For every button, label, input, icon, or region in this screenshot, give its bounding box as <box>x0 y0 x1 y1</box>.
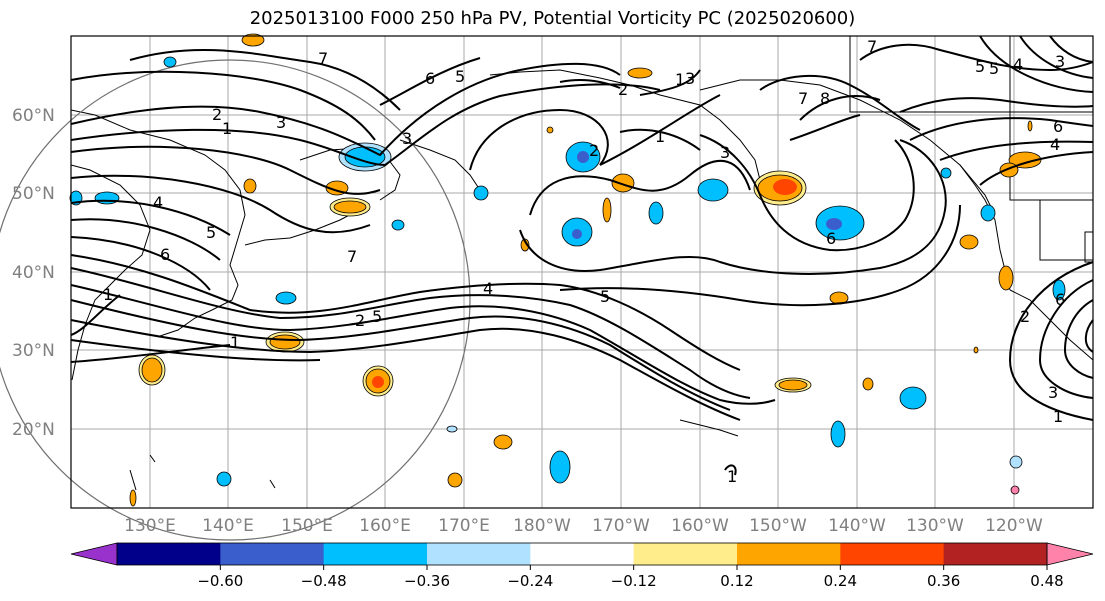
lat-label: 40°N <box>12 263 55 283</box>
contour-label: 4 <box>483 279 493 298</box>
contour-label: 3 <box>276 113 286 132</box>
lon-label: 170°E <box>438 516 490 536</box>
lon-label: 160°W <box>671 516 729 536</box>
colorbar-tick-label: −0.12 <box>611 572 657 590</box>
graticule <box>71 36 1093 508</box>
lat-label: 30°N <box>12 341 55 361</box>
contour-label: 2 <box>618 80 628 99</box>
lon-label: 130°W <box>906 516 964 536</box>
lon-label: 120°W <box>985 516 1043 536</box>
contour-label: 5 <box>455 67 465 86</box>
colorbar-tick-label: −0.48 <box>301 572 347 590</box>
lon-label: 150°W <box>749 516 807 536</box>
contour-label: 1 <box>727 467 737 486</box>
colorbar-segment <box>633 543 738 565</box>
contour-label: 2 <box>589 141 599 160</box>
contour-label: 1 <box>222 119 232 138</box>
colorbar-extend-max <box>1046 542 1094 566</box>
contour-label: 8 <box>820 89 830 108</box>
colorbar: −0.60 −0.48 −0.36 −0.24 −0.12 0.12 0.24 0.36 0.4… <box>70 542 1094 590</box>
map-frame <box>70 35 1094 509</box>
contour-label: 4 <box>1013 55 1023 74</box>
contour-label: 4 <box>1050 135 1060 154</box>
colorbar-segment <box>530 543 635 565</box>
lat-label: 20°N <box>12 420 55 440</box>
contour-label: 3 <box>1055 52 1065 71</box>
contour-label: 3 <box>685 69 695 88</box>
pv-contours <box>70 35 1094 476</box>
map-title: 2025013100 F000 250 hPa PV, Potential Vo… <box>249 8 856 29</box>
contour-label: 3 <box>402 129 412 148</box>
contour-label: 7 <box>347 247 357 266</box>
lon-label: 170°W <box>592 516 650 536</box>
contour-label: 1 <box>675 70 685 89</box>
contour-label: 5 <box>600 287 610 306</box>
contour-label: 5 <box>989 59 999 78</box>
contour-label: 6 <box>1055 290 1065 309</box>
lon-label: 150°E <box>281 516 333 536</box>
colorbar-segment <box>427 543 531 565</box>
lon-label: 140°W <box>828 516 886 536</box>
range-circle <box>0 59 471 541</box>
lon-label: 140°E <box>202 516 254 536</box>
lon-label: 130°E <box>124 516 176 536</box>
contour-label: 7 <box>867 37 877 56</box>
colorbar-segment <box>117 543 221 565</box>
lon-label: 180°W <box>513 516 571 536</box>
lat-label: 50°N <box>12 184 55 204</box>
pv-anomaly-shading <box>69 33 1066 507</box>
colorbar-tick-label: 0.36 <box>927 572 960 590</box>
contour-label: 6 <box>1053 117 1063 136</box>
contour-label: 6 <box>826 229 836 248</box>
contour-label: 3 <box>1048 383 1058 402</box>
lon-label: 160°E <box>359 516 411 536</box>
colorbar-segment <box>323 543 428 565</box>
latitude-labels: 60°N 50°N 40°N 30°N 20°N <box>12 106 55 440</box>
contour-label: 2 <box>212 105 222 124</box>
colorbar-segment <box>737 543 841 565</box>
contour-label: 1 <box>230 333 240 352</box>
colorbar-outline <box>116 542 1048 566</box>
colorbar-tick-label: −0.36 <box>404 572 450 590</box>
contour-label: 2 <box>1020 307 1030 326</box>
colorbar-segment <box>840 543 945 565</box>
contour-label: 1 <box>655 127 665 146</box>
colorbar-tick-label: 0.24 <box>824 572 857 590</box>
colorbar-tick-label: 0.12 <box>720 572 753 590</box>
contour-label: 2 <box>355 311 365 330</box>
contour-label: 7 <box>318 49 328 68</box>
longitude-labels: 130°E 140°E 150°E 160°E 170°E 180°W 170°… <box>124 516 1043 536</box>
contour-label: 4 <box>153 193 163 212</box>
contour-label-group: 7 6 5 3 2 1 4 5 3 2 1 4 5 7 6 5 6 7 8 3 … <box>103 37 1065 486</box>
colorbar-segment <box>220 543 325 565</box>
lat-label: 60°N <box>12 106 55 126</box>
contour-label: 6 <box>160 245 170 264</box>
contour-label: 3 <box>720 143 730 162</box>
colorbar-extend-min <box>70 542 118 566</box>
contour-label: 1 <box>103 285 113 304</box>
contour-label: 5 <box>206 223 216 242</box>
colorbar-tick-label: −0.60 <box>197 572 243 590</box>
colorbar-tick-label: −0.24 <box>507 572 553 590</box>
colorbar-segment <box>943 543 1048 565</box>
colorbar-tick-label: 0.48 <box>1030 572 1063 590</box>
contour-label: 5 <box>372 307 382 326</box>
contour-label: 1 <box>1053 407 1063 426</box>
contour-label: 6 <box>425 69 435 88</box>
contour-label: 7 <box>798 89 808 108</box>
contour-label: 5 <box>975 57 985 76</box>
